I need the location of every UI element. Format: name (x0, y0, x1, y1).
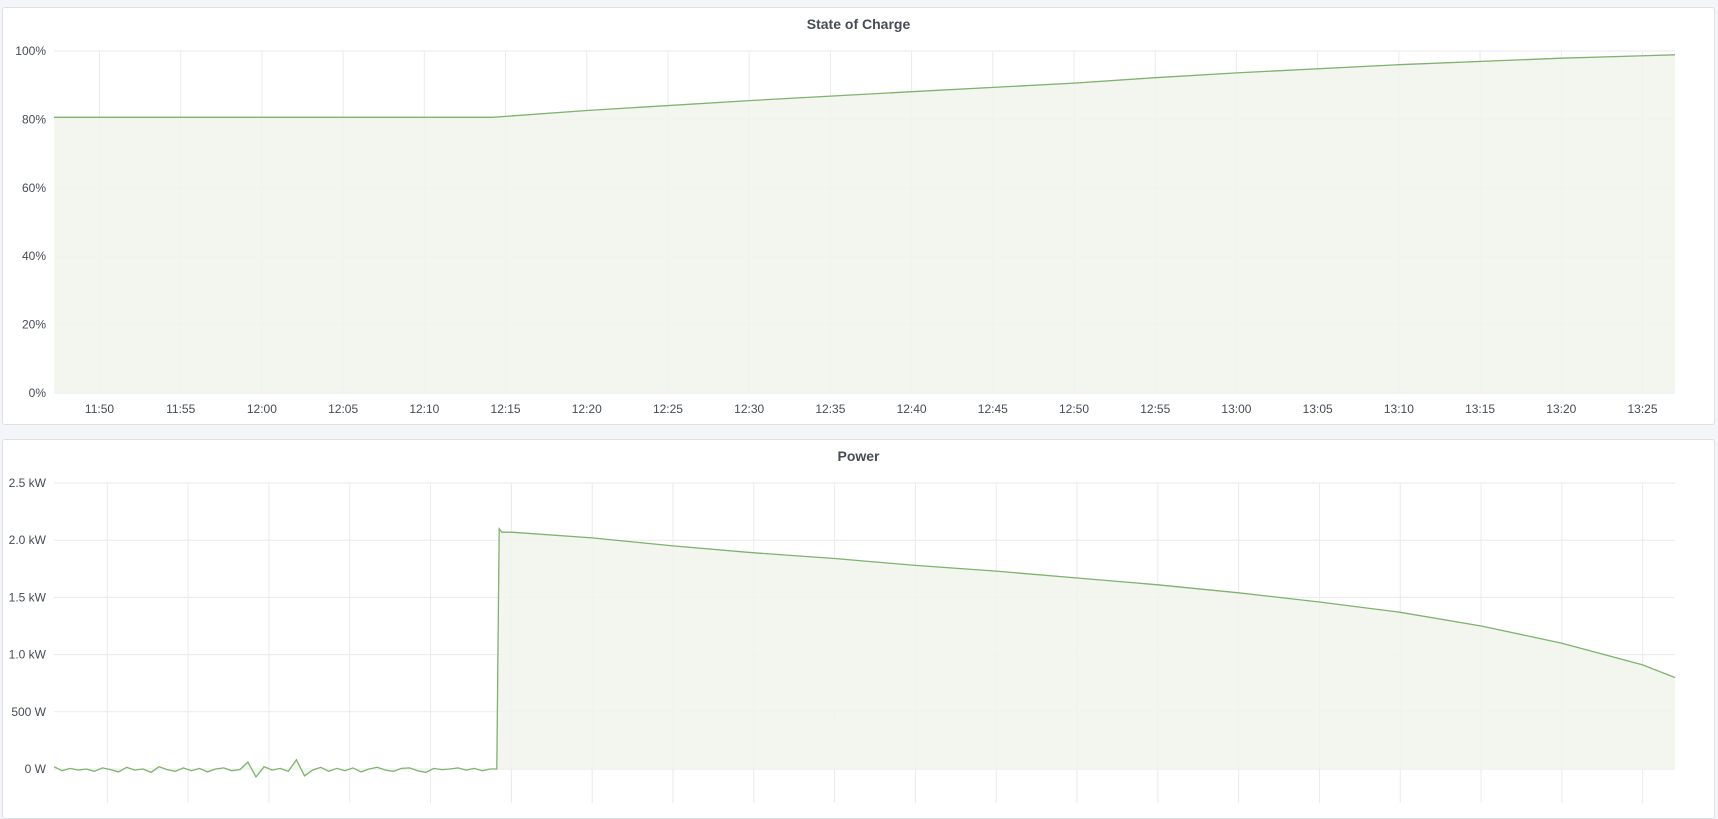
x-tick-label: 12:10 (409, 402, 439, 416)
series-line (54, 54, 1676, 118)
x-tick-label: 12:35 (815, 402, 845, 416)
series-area (54, 528, 1675, 777)
x-tick-label: 12:45 (978, 402, 1008, 416)
x-tick-label: 13:25 (1627, 402, 1657, 416)
x-tick-label: 12:05 (328, 402, 358, 416)
x-tick-label: 12:20 (572, 402, 602, 416)
y-tick-label: 40% (22, 249, 46, 263)
x-tick-label: 13:05 (1303, 402, 1333, 416)
y-tick-label: 80% (22, 112, 46, 126)
y-tick-label: 500 W (11, 705, 46, 719)
y-tick-label: 60% (22, 181, 46, 195)
y-tick-label: 20% (22, 318, 46, 332)
y-tick-label: 0 W (25, 762, 47, 776)
x-tick-label: 12:40 (897, 402, 927, 416)
x-tick-label: 13:10 (1384, 402, 1414, 416)
series-area (54, 54, 1675, 394)
x-tick-label: 13:00 (1221, 402, 1251, 416)
y-tick-label: 1.5 kW (9, 590, 47, 604)
x-tick-label: 12:30 (734, 402, 764, 416)
y-tick-label: 2.0 kW (9, 533, 47, 547)
x-tick-label: 11:50 (85, 402, 114, 416)
x-tick-label: 12:15 (491, 402, 521, 416)
x-tick-label: 13:20 (1546, 402, 1576, 416)
y-tick-label: 0% (29, 386, 47, 400)
x-tick-label: 11:55 (166, 402, 195, 416)
x-tick-label: 12:25 (653, 402, 683, 416)
y-tick-label: 1.0 kW (9, 648, 47, 662)
y-tick-label: 100% (15, 44, 46, 58)
x-tick-label: 12:50 (1059, 402, 1089, 416)
series-line (53, 526, 1676, 779)
panel-title[interactable]: State of Charge (806, 16, 911, 32)
y-tick-label: 2.5 kW (9, 476, 47, 490)
x-tick-label: 12:55 (1140, 402, 1170, 416)
x-tick-label: 12:00 (247, 402, 277, 416)
panel-title[interactable]: Power (837, 448, 880, 464)
x-tick-label: 13:15 (1465, 402, 1495, 416)
